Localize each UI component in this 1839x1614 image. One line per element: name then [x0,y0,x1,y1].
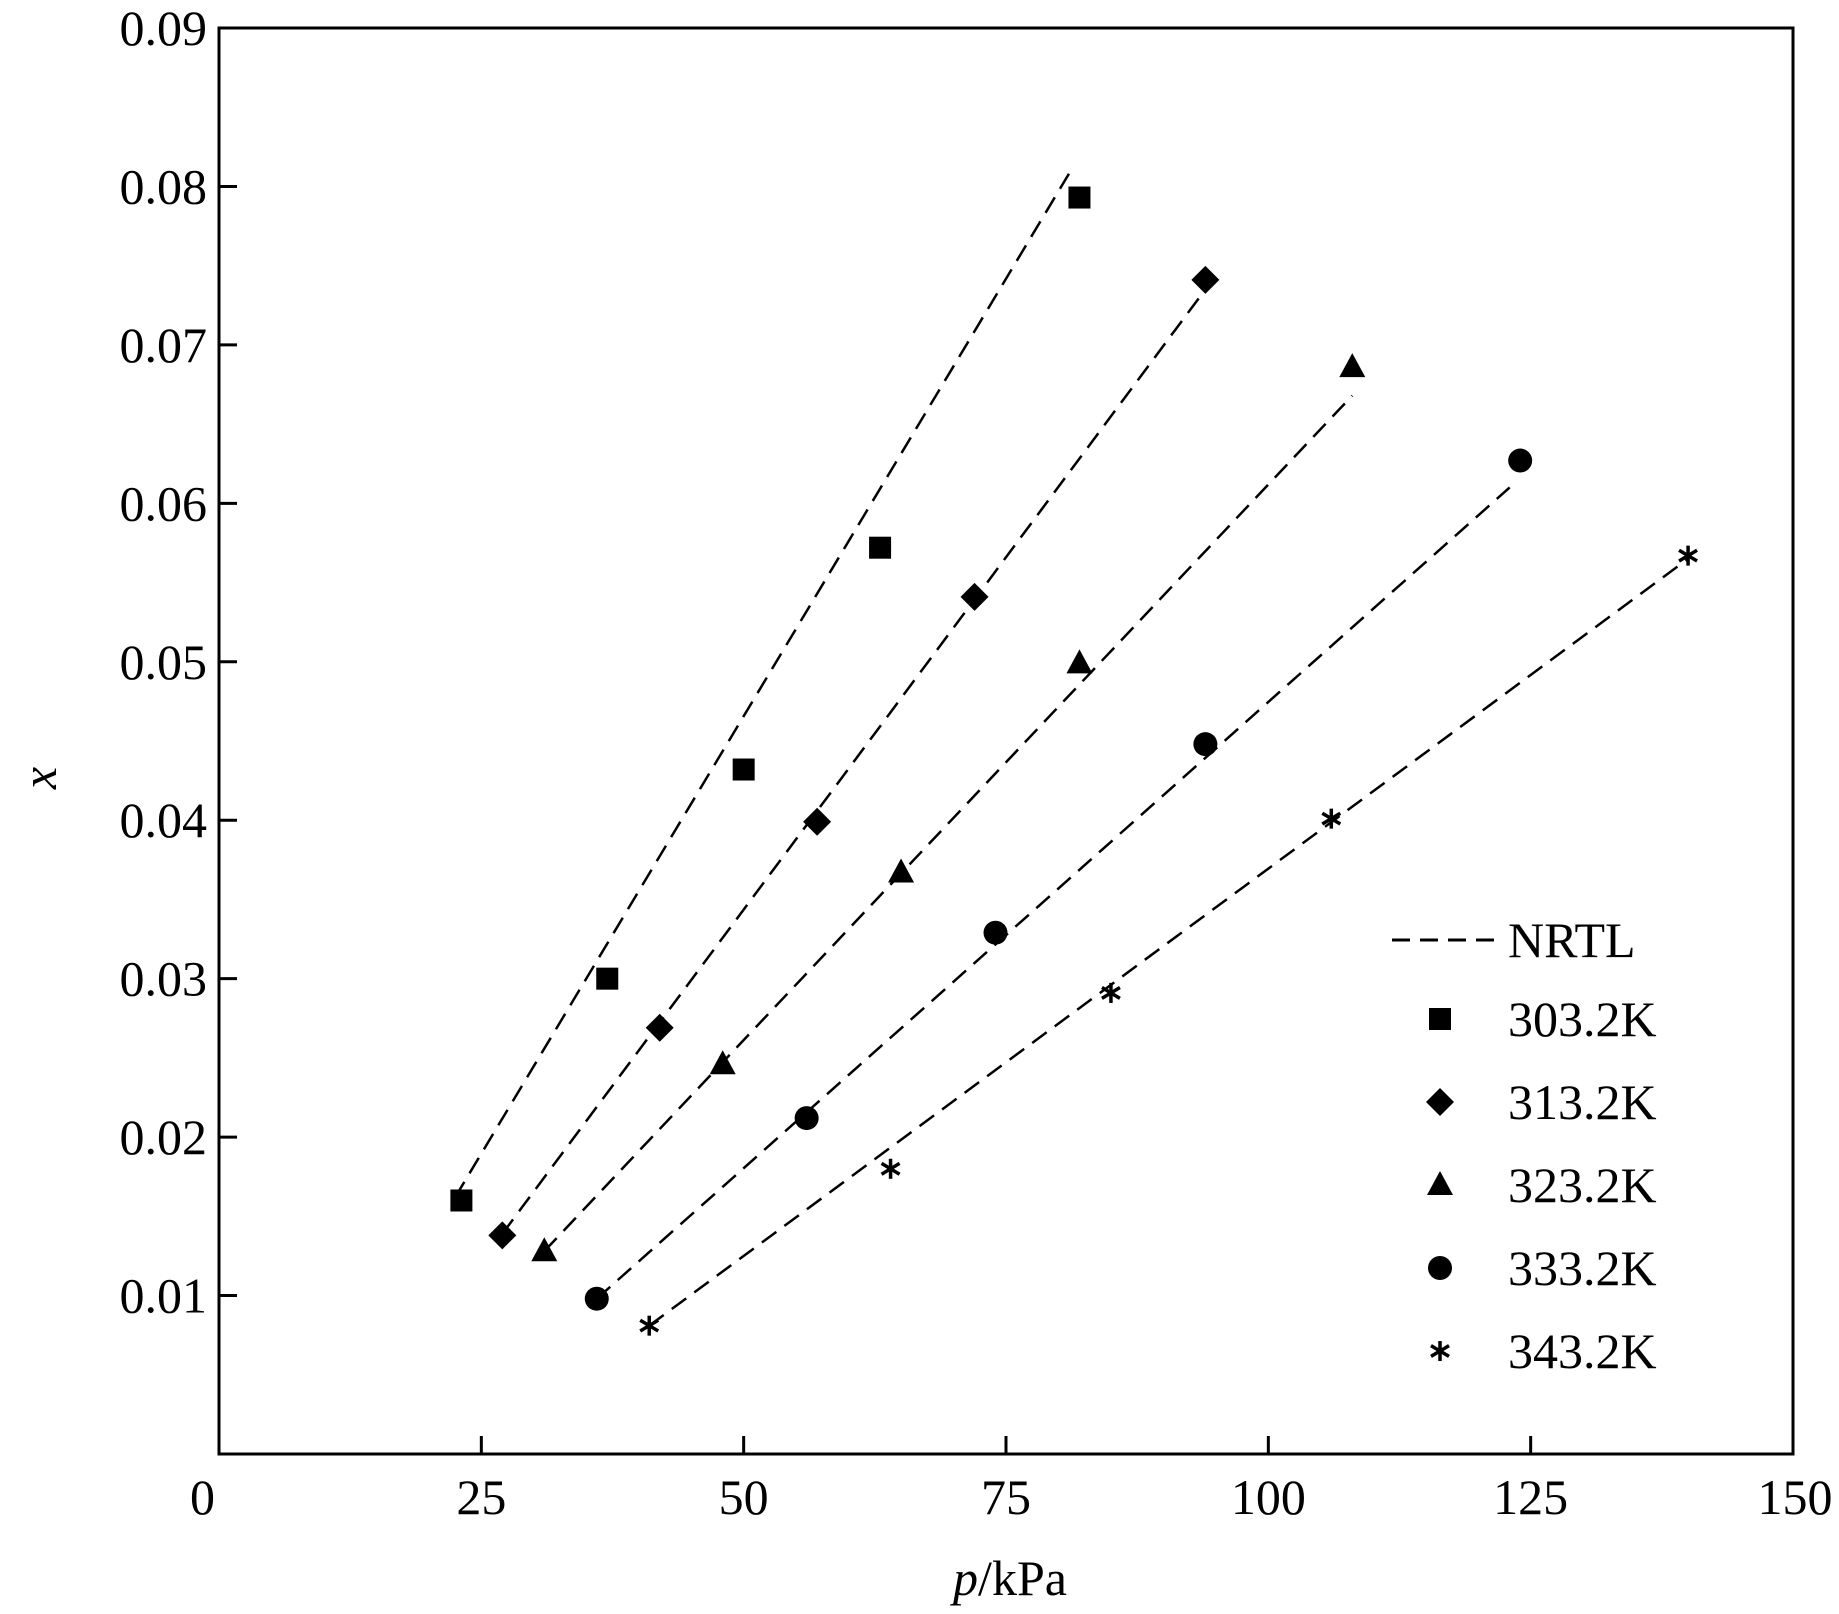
legend-label-303.2K: 303.2K [1508,991,1657,1047]
x-tick-label: 150 [1758,1469,1833,1525]
point-323.2K-3 [1066,649,1093,674]
point-333.2K-0 [584,1286,609,1311]
point-343.2K-3 [1321,808,1342,829]
point-303.2K-4 [1068,186,1091,209]
point-313.2K-3 [960,582,989,611]
y-axis-ticks: 0.01 0.02 0.03 0.04 0.05 0.06 0.07 0.08 0.09 [120,0,237,1324]
nrtl-line-333.2K [595,486,1511,1300]
nrtl-line-313.2K [501,288,1207,1235]
point-323.2K-4 [1339,353,1366,378]
nrtl-line-303.2K [454,173,1071,1198]
legend-nrtl-label: NRTL [1508,912,1636,968]
y-tick-label: 0.02 [120,1109,208,1165]
nrtl-fit-lines [454,173,1689,1327]
legend-label-343.2K: 343.2K [1508,1323,1657,1379]
point-313.2K-2 [803,807,832,836]
x-tick-label: 50 [719,1469,769,1525]
legend-series: 303.2K 313.2K 323.2K 333.2K 343.2K [1426,991,1657,1379]
point-303.2K-3 [869,536,892,559]
data-markers [450,186,1698,1336]
point-333.2K-3 [1193,732,1218,757]
point-303.2K-2 [732,758,755,781]
x-axis-label-unit: /kPa [978,1550,1067,1606]
legend-label-313.2K: 313.2K [1508,1074,1657,1130]
legend: NRTL 303.2K 313.2K 323.2K 333.2K 343.2K [1392,912,1657,1379]
point-303.2K-1 [596,967,619,990]
legend-marker-343.2K [1430,1341,1450,1361]
legend-marker-303.2K [1429,1008,1451,1030]
legend-marker-333.2K [1428,1256,1452,1280]
x-tick-label: 100 [1231,1469,1306,1525]
point-313.2K-4 [1191,265,1220,294]
point-313.2K-0 [488,1221,517,1250]
y-tick-label: 0.06 [120,475,208,531]
x-axis-label: p/kPa [950,1550,1067,1606]
point-343.2K-4 [1678,545,1698,566]
legend-marker-323.2K [1427,1171,1453,1195]
y-tick-label: 0.05 [120,634,208,690]
x-tick-label: 25 [456,1469,506,1525]
x-tick-label: 75 [981,1469,1031,1525]
point-343.2K-2 [1101,982,1121,1003]
nrtl-line-343.2K [648,557,1689,1327]
point-313.2K-1 [645,1013,674,1042]
point-323.2K-1 [709,1050,736,1075]
y-tick-label: 0.09 [120,0,208,56]
legend-label-333.2K: 333.2K [1508,1240,1657,1296]
y-tick-label: 0.04 [120,792,208,848]
point-323.2K-0 [531,1237,558,1262]
x-tick-label: 0 [190,1469,215,1525]
y-tick-label: 0.03 [120,951,208,1007]
point-343.2K-0 [639,1315,660,1336]
nrtl-line-323.2K [543,394,1354,1253]
y-tick-label: 0.01 [120,1268,208,1324]
y-tick-label: 0.07 [120,317,208,373]
x-axis-label-var: p [950,1550,978,1606]
point-333.2K-4 [1508,448,1533,473]
point-303.2K-0 [450,1189,473,1212]
point-333.2K-2 [983,920,1008,945]
point-333.2K-1 [794,1106,819,1131]
y-axis-label: x [11,767,67,790]
point-323.2K-2 [888,858,915,883]
y-tick-label: 0.08 [120,158,208,214]
point-343.2K-1 [880,1158,901,1179]
legend-label-323.2K: 323.2K [1508,1157,1657,1213]
x-axis-ticks: 0 25 50 75 100 125 150 [190,1436,1833,1525]
x-tick-label: 125 [1493,1469,1568,1525]
legend-marker-313.2K [1426,1088,1454,1116]
